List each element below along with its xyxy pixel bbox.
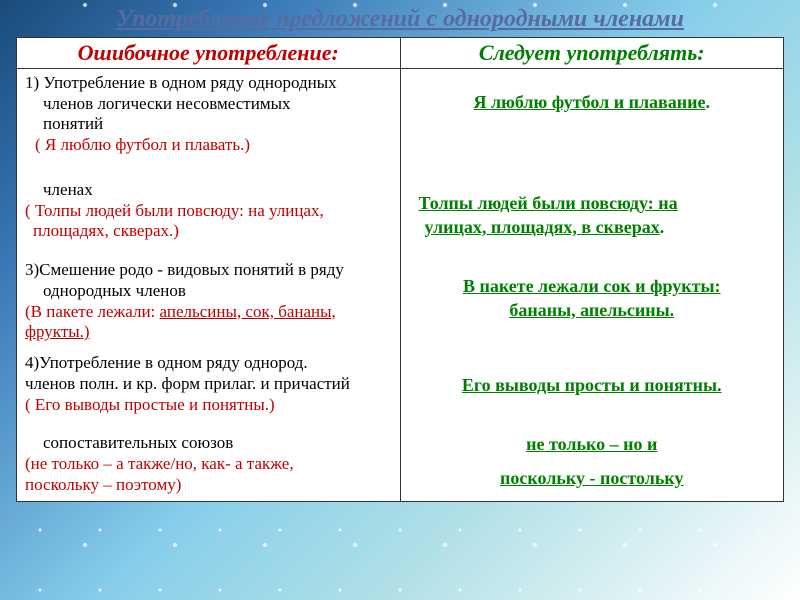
- rule-5-fragment: сопоставительных союзов: [25, 433, 392, 454]
- rule-4-line1: 4)Употребление в одном ряду однород.: [25, 353, 392, 374]
- correct-5b: поскольку - постольку: [409, 467, 776, 490]
- example-5-wrong-a: (не только – а также/но, как- а также,: [25, 454, 392, 475]
- header-wrong: Ошибочное употребление:: [17, 38, 401, 69]
- table-row: 1) Употребление в одном ряду однородных …: [17, 69, 784, 502]
- correct-2a: Толпы людей были повсюду: на: [409, 192, 776, 215]
- table-header-row: Ошибочное употребление: Следует употребл…: [17, 38, 784, 69]
- example-5-wrong-b: поскольку – поэтому): [25, 475, 392, 496]
- rule-1-line3: понятий: [25, 114, 392, 135]
- example-3-wrong-b: фрукты.): [25, 322, 392, 343]
- example-2-wrong-a: ( Толпы людей были повсюду: на улицах,: [25, 201, 392, 222]
- rule-2-fragment: членах: [25, 180, 392, 201]
- cell-correct: Я люблю футбол и плавание. Толпы людей б…: [400, 69, 784, 502]
- correct-2b: улицах, площадях, в скверах.: [409, 216, 776, 239]
- example-3-wrong: (В пакете лежали: апельсины, сок, бананы…: [25, 302, 392, 323]
- correct-4: Его выводы просты и понятны.: [409, 374, 776, 397]
- example-1-wrong: ( Я люблю футбол и плавать.): [25, 135, 392, 156]
- rule-4-line2: членов полн. и кр. форм прилаг. и причас…: [25, 374, 392, 395]
- example-2-wrong-b: площадях, скверах.): [25, 221, 392, 242]
- header-correct: Следует употреблять:: [400, 38, 784, 69]
- rule-1-line1: 1) Употребление в одном ряду однородных: [25, 73, 392, 94]
- rule-3-line2: однородных членов: [25, 281, 392, 302]
- cell-wrong: 1) Употребление в одном ряду однородных …: [17, 69, 401, 502]
- correct-5a: не только – но и: [409, 433, 776, 456]
- comparison-table: Ошибочное употребление: Следует употребл…: [16, 37, 784, 502]
- page-title: Употребление предложений с однородными ч…: [0, 0, 800, 37]
- correct-3b: бананы, апельсины.: [409, 299, 776, 322]
- rule-1-line2: членов логически несовместимых: [25, 94, 392, 115]
- correct-3a: В пакете лежали сок и фрукты:: [409, 275, 776, 298]
- correct-1: Я люблю футбол и плавание.: [409, 91, 776, 114]
- example-4-wrong: ( Его выводы простые и понятны.): [25, 395, 392, 416]
- rule-3-line1: 3)Смешение родо - видовых понятий в ряду: [25, 260, 392, 281]
